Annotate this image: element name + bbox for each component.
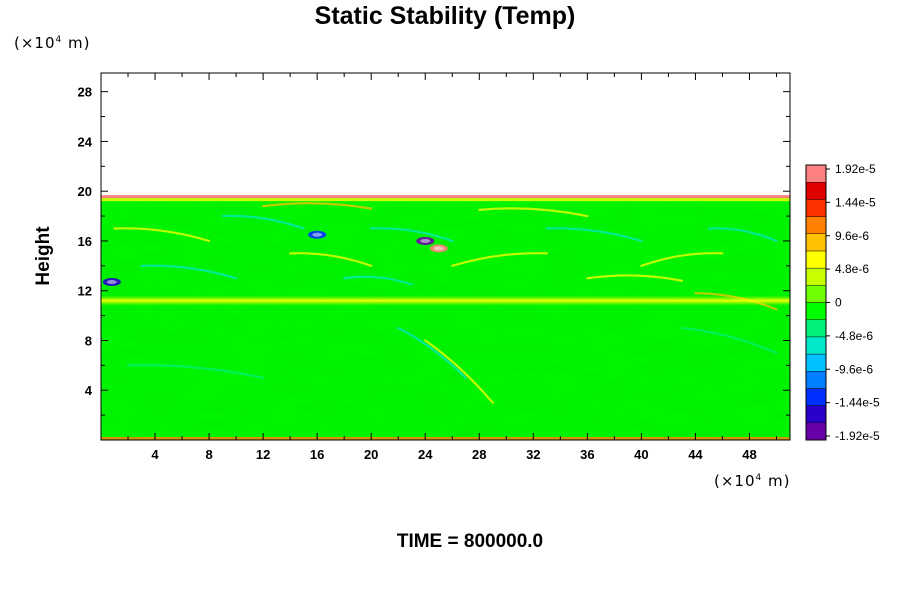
colorbar-segment [805, 336, 827, 355]
filament-14 [424, 339, 494, 404]
x-tick-label: 28 [472, 447, 486, 462]
y-tick-label: 24 [78, 134, 93, 149]
filament-4 [370, 227, 454, 243]
colorbar-segment [805, 250, 827, 269]
y-tick-label: 16 [78, 234, 92, 249]
filament-12 [586, 274, 684, 282]
filament-2 [221, 214, 305, 230]
field-texture [101, 196, 790, 440]
filament-9 [140, 264, 238, 280]
y-tick-label: 8 [85, 333, 92, 348]
y-tick-label: 4 [85, 383, 93, 398]
y-tick-label: 28 [78, 85, 92, 100]
filament-10 [478, 207, 589, 218]
colorbar-segment [805, 199, 827, 217]
colorbar-segment [805, 388, 827, 406]
x-tick-label: 20 [364, 447, 378, 462]
filament-13 [397, 326, 467, 379]
x-tick-label: 44 [688, 447, 703, 462]
colorbar-label: 4.8e-6 [835, 262, 869, 276]
filament-16 [126, 364, 265, 379]
colorbar-segment [805, 353, 827, 372]
colorbar-segment [805, 422, 827, 441]
vortex-core-6 [312, 232, 323, 237]
vortex-core-3 [420, 238, 431, 243]
x-tick-label: 8 [205, 447, 212, 462]
x-tick-label: 36 [580, 447, 594, 462]
top-band-halo [101, 198, 790, 202]
colorbar-label: -1.44e-5 [835, 396, 880, 410]
x-tick-label: 12 [256, 447, 270, 462]
vortex-core-5 [106, 280, 117, 285]
x-tick-label: 48 [742, 447, 756, 462]
field-layer [101, 73, 790, 440]
colorbar-segment [805, 405, 827, 424]
filament-8 [707, 227, 778, 243]
filament-7 [640, 252, 724, 267]
colorbar-segment [805, 302, 827, 320]
y-axis-unit: (×104 m) [14, 34, 91, 52]
time-label: TIME = 800000.0 [396, 531, 544, 552]
plot-frame [100, 72, 791, 441]
x-tick-label: 16 [310, 447, 324, 462]
x-axis-unit: (×104 m) [714, 472, 791, 490]
colorbar-segment [805, 285, 827, 303]
filament-5 [451, 252, 548, 267]
plot-area [101, 73, 790, 440]
filament-3 [289, 252, 373, 267]
colorbar-label: 1.44e-5 [835, 195, 876, 209]
colorbar-segment [805, 233, 827, 252]
colorbar-label: 0 [835, 296, 842, 310]
filament-1 [113, 227, 211, 243]
colorbar-segment [805, 164, 827, 183]
tropopause-band [101, 295, 790, 306]
y-tick-label: 20 [78, 184, 92, 199]
filament-11 [343, 275, 413, 286]
y-tick-label: 12 [78, 284, 92, 299]
vortex-core-4 [433, 246, 444, 251]
x-tick-label: 40 [634, 447, 648, 462]
top-band [101, 195, 790, 199]
colorbar-segment [805, 371, 827, 389]
colorbar-segment [805, 319, 827, 338]
colorbar-label: 1.92e-5 [835, 162, 876, 176]
filament-15 [680, 326, 778, 355]
x-tick-label: 24 [418, 447, 433, 462]
x-tick-label: 4 [151, 447, 159, 462]
filament-17 [262, 202, 373, 210]
colorbar-label: -1.92e-5 [835, 429, 880, 443]
x-tick-label: 32 [526, 447, 540, 462]
colorbar-segment [805, 216, 827, 234]
colorbar-label: 9.6e-6 [835, 229, 869, 243]
colorbar-label: -4.8e-6 [835, 329, 873, 343]
colorbar-segment [805, 267, 827, 286]
colorbar-label: -9.6e-6 [835, 362, 873, 376]
chart-title: Static Stability (Temp) [314, 2, 576, 30]
colorbar: 1.92e-5 1.44e-5 9.6e-6 4.8e-6 0 -4.8e-6 -9.6e-… [805, 162, 880, 443]
colorbar-segment [805, 181, 827, 200]
surface-band [101, 437, 790, 440]
filament-6 [545, 227, 643, 243]
